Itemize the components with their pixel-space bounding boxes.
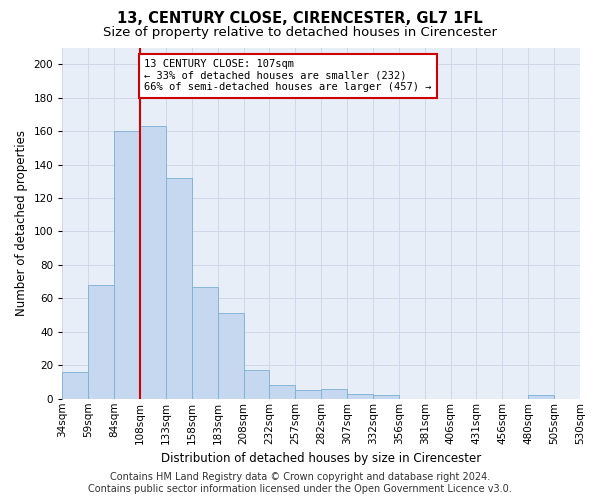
X-axis label: Distribution of detached houses by size in Cirencester: Distribution of detached houses by size … bbox=[161, 452, 481, 465]
Bar bbox=[88, 285, 114, 399]
Text: Contains HM Land Registry data © Crown copyright and database right 2024.
Contai: Contains HM Land Registry data © Crown c… bbox=[88, 472, 512, 494]
Bar bbox=[140, 126, 166, 399]
Bar bbox=[347, 394, 373, 399]
Bar bbox=[114, 131, 140, 399]
Bar bbox=[166, 178, 192, 399]
Y-axis label: Number of detached properties: Number of detached properties bbox=[15, 130, 28, 316]
Bar bbox=[295, 390, 321, 399]
Bar bbox=[321, 388, 347, 399]
Bar bbox=[218, 314, 244, 399]
Text: 13 CENTURY CLOSE: 107sqm
← 33% of detached houses are smaller (232)
66% of semi-: 13 CENTURY CLOSE: 107sqm ← 33% of detach… bbox=[144, 59, 431, 92]
Bar bbox=[373, 396, 399, 399]
Text: 13, CENTURY CLOSE, CIRENCESTER, GL7 1FL: 13, CENTURY CLOSE, CIRENCESTER, GL7 1FL bbox=[117, 11, 483, 26]
Bar bbox=[269, 386, 295, 399]
Text: Size of property relative to detached houses in Cirencester: Size of property relative to detached ho… bbox=[103, 26, 497, 39]
Bar bbox=[528, 396, 554, 399]
Bar bbox=[62, 372, 88, 399]
Bar bbox=[244, 370, 269, 399]
Bar bbox=[192, 286, 218, 399]
